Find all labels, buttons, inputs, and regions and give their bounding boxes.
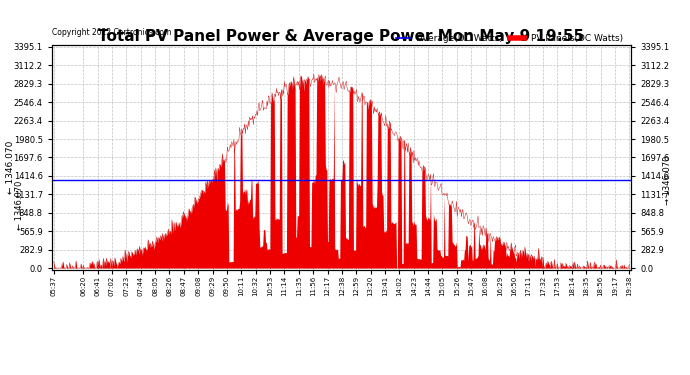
Text: ← 1346.070: ← 1346.070 <box>15 180 24 230</box>
Title: Total PV Panel Power & Average Power Mon May 9 19:55: Total PV Panel Power & Average Power Mon… <box>99 29 584 44</box>
Legend: Average(DC Watts), PV Panels(DC Watts): Average(DC Watts), PV Panels(DC Watts) <box>393 30 627 46</box>
Text: Copyright 2022 Cartronics.com: Copyright 2022 Cartronics.com <box>52 28 171 37</box>
Text: ← 1346.070: ← 1346.070 <box>6 140 14 194</box>
Text: → 1346.070: → 1346.070 <box>663 156 672 205</box>
